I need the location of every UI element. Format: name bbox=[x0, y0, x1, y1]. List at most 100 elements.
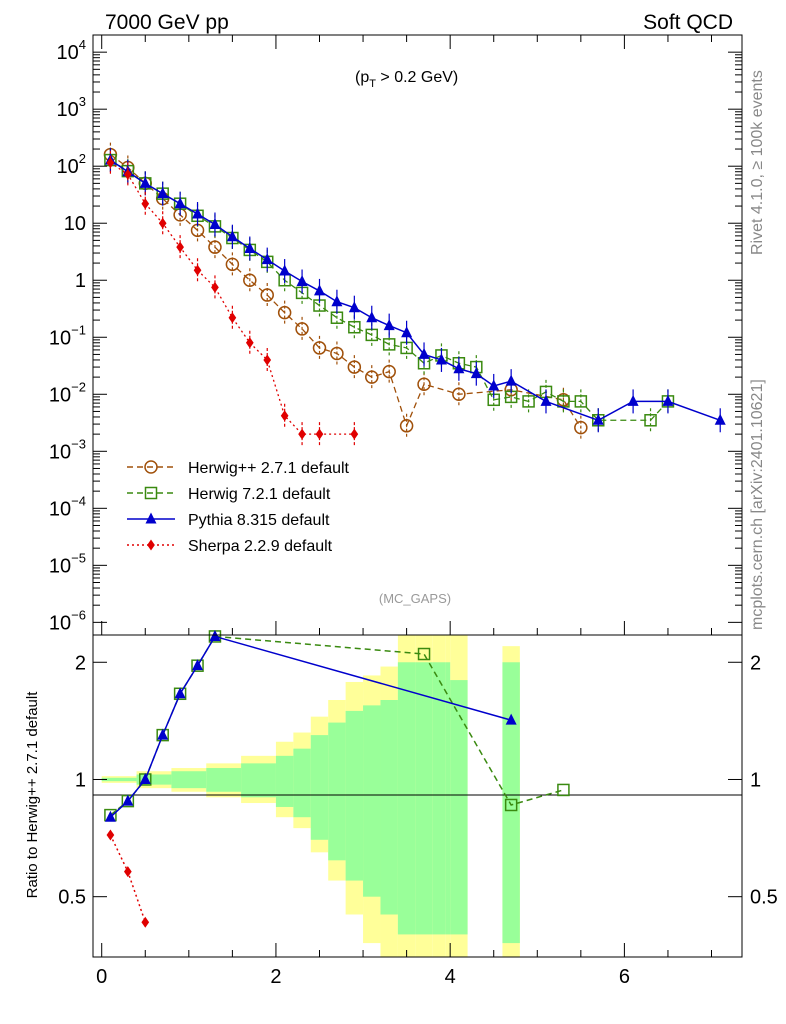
herwigpp-point bbox=[330, 346, 344, 361]
pythia-point bbox=[145, 512, 157, 524]
pythia-point bbox=[453, 362, 465, 374]
ratio-xtick-label: 4 bbox=[445, 966, 456, 988]
ratio-band-green bbox=[363, 705, 381, 897]
ratio-pythia-line bbox=[109, 635, 512, 818]
pythia-point bbox=[139, 772, 151, 784]
side-text-mcplots: mcplots.cern.ch [arXiv:2401.10621] bbox=[749, 379, 766, 630]
ratio-band-green bbox=[293, 748, 311, 818]
pythia-point bbox=[226, 230, 238, 242]
herwigpp-point bbox=[208, 240, 222, 254]
herwig7-point bbox=[382, 338, 396, 351]
pythia-point bbox=[313, 284, 325, 296]
pythia-point bbox=[192, 207, 204, 219]
pythia-point bbox=[662, 394, 674, 406]
sherpa-point bbox=[211, 281, 219, 293]
pythia-point bbox=[157, 187, 169, 199]
main-ytick-label: 102 bbox=[57, 151, 86, 178]
pythia-point bbox=[505, 374, 517, 386]
ratio-ytick-label-right: 0.5 bbox=[750, 887, 778, 909]
legend-label-sherpa: Sherpa 2.2.9 default bbox=[188, 538, 333, 555]
sherpa-point bbox=[315, 428, 324, 440]
pythia-point bbox=[139, 176, 151, 188]
sherpa-point bbox=[106, 157, 115, 169]
herwigpp-point bbox=[382, 364, 396, 379]
pythia-point bbox=[104, 810, 116, 822]
ratio-xtick-label: 6 bbox=[619, 966, 630, 988]
pythia-point bbox=[279, 264, 291, 276]
sherpa-point bbox=[298, 428, 306, 440]
herwigpp-point bbox=[243, 273, 257, 287]
pythia-point bbox=[296, 275, 308, 287]
pythia-point bbox=[244, 242, 256, 254]
main-ytick-label: 10−1 bbox=[49, 322, 86, 349]
ratio-band-green bbox=[206, 768, 242, 792]
pythia-point bbox=[714, 413, 726, 425]
sherpa-point bbox=[176, 241, 184, 253]
header-left: 7000 GeV pp bbox=[105, 11, 229, 34]
sherpa-point bbox=[141, 916, 150, 928]
ratio-band-green bbox=[445, 662, 451, 935]
pythia-point bbox=[505, 713, 517, 725]
ratio-band-green bbox=[450, 680, 468, 935]
main-ytick-label: 10−5 bbox=[49, 550, 86, 577]
ratio-band-green bbox=[310, 735, 329, 840]
cut-annotation: (pT > 0.2 GeV) bbox=[355, 69, 458, 90]
herwigpp-point bbox=[399, 419, 414, 433]
main-ytick-label: 10−6 bbox=[49, 607, 86, 634]
herwig7-point bbox=[644, 414, 657, 427]
herwig7-point bbox=[417, 647, 431, 661]
pythia-point bbox=[488, 379, 500, 391]
header-right: Soft QCD bbox=[643, 11, 733, 34]
legend-label-herwig7: Herwig 7.2.1 default bbox=[188, 486, 331, 503]
ratio-plot-panel: 0.5 0.5 1 1 2 2 0 2 4 6 Ratio to Herwig++ 2.7.1 … bbox=[24, 629, 778, 988]
legend-label-herwigpp: Herwig++ 2.7.1 default bbox=[188, 460, 350, 477]
herwigpp-point bbox=[452, 387, 466, 402]
herwig7-point bbox=[348, 320, 361, 334]
ratio-band-green bbox=[502, 662, 520, 944]
herwigpp-line bbox=[110, 154, 582, 428]
ratio-band-green bbox=[171, 771, 207, 789]
ratio-ytick-label: 1 bbox=[75, 769, 86, 791]
main-ytick-label: 10−4 bbox=[49, 493, 86, 520]
ratio-band-green bbox=[328, 722, 346, 861]
pythia-point bbox=[174, 197, 186, 209]
ratio-band-green bbox=[380, 700, 398, 915]
sherpa-point bbox=[263, 354, 272, 366]
sherpa-point bbox=[280, 410, 289, 422]
main-ytick-label: 10−3 bbox=[49, 436, 86, 463]
main-ytick-label: 103 bbox=[57, 94, 86, 121]
sherpa-point bbox=[228, 312, 237, 324]
ratio-xtick-label: 2 bbox=[270, 966, 281, 988]
herwigpp-point bbox=[295, 322, 309, 336]
pythia-point bbox=[592, 413, 604, 425]
sherpa-point bbox=[106, 829, 115, 841]
sherpa-point bbox=[123, 168, 132, 180]
herwig7-point bbox=[574, 395, 588, 408]
sherpa-point bbox=[350, 428, 359, 440]
legend: Herwig++ 2.7.1 default Herwig 7.2.1 defau… bbox=[127, 460, 350, 555]
ratio-band-green bbox=[136, 774, 172, 785]
ratio-band-green bbox=[432, 662, 446, 935]
pythia-point bbox=[174, 687, 186, 699]
ratio-ytick-label: 2 bbox=[75, 652, 86, 674]
ratio-sherpa-line bbox=[109, 834, 146, 923]
herwigpp-point bbox=[144, 460, 158, 474]
pythia-point bbox=[331, 295, 343, 307]
main-ytick-label: 10−2 bbox=[49, 379, 86, 406]
main-ytick-label: 104 bbox=[57, 37, 86, 64]
ratio-band-green bbox=[101, 777, 137, 782]
sherpa-point bbox=[123, 866, 132, 878]
sherpa-point bbox=[141, 198, 150, 210]
herwig7-point bbox=[522, 395, 535, 408]
sherpa-point bbox=[147, 539, 155, 551]
sherpa-point bbox=[193, 264, 202, 276]
ratio-band-green bbox=[397, 662, 416, 935]
main-ytick-label: 1 bbox=[75, 270, 86, 292]
legend-label-pythia: Pythia 8.315 default bbox=[188, 512, 330, 529]
herwig7-point bbox=[557, 783, 570, 797]
herwigpp-point bbox=[574, 420, 588, 435]
herwigpp-point bbox=[225, 257, 240, 272]
ratio-ytick-label: 0.5 bbox=[58, 887, 86, 909]
herwig7-point bbox=[504, 798, 518, 812]
